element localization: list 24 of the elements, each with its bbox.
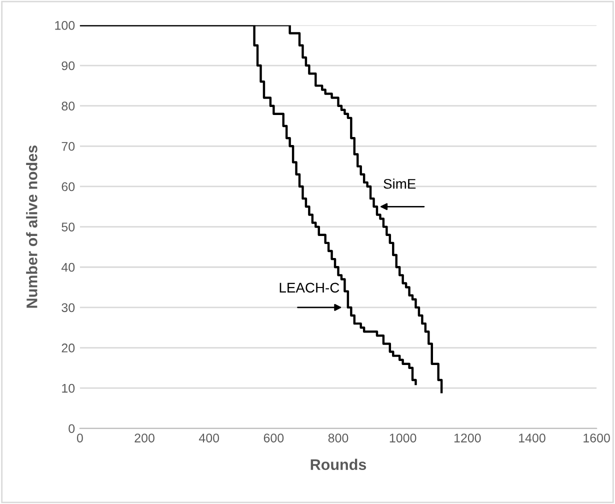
y-tick-label: 50 — [62, 222, 75, 232]
y-tick-label: 10 — [62, 384, 75, 393]
x-tick-label: 1400 — [519, 434, 546, 442]
y-tick-label: 30 — [62, 303, 75, 312]
x-tick-label: 600 — [264, 434, 284, 442]
y-tick-label: 0 — [68, 424, 75, 434]
y-axis-title: Number of alive nodes — [26, 145, 38, 308]
x-axis-title: Rounds — [310, 458, 366, 470]
y-tick-label: 80 — [62, 102, 75, 110]
x-tick-label: 400 — [198, 434, 220, 442]
y-tick-label: 20 — [62, 344, 75, 352]
x-tick-label: 800 — [328, 434, 348, 442]
x-tick-label: 200 — [134, 434, 154, 442]
x-tick-label: 1000 — [390, 434, 416, 442]
y-tick-label: 40 — [61, 262, 75, 272]
y-tick-label: 90 — [62, 61, 75, 70]
x-tick-label: 1600 — [584, 434, 610, 442]
x-tick-label: 0 — [76, 434, 83, 442]
annotation: LEACH-C — [280, 282, 340, 293]
y-tick-label: 70 — [62, 142, 75, 151]
x-tick-label: 1200 — [454, 434, 481, 442]
annotation: SimE — [384, 178, 416, 189]
y-tick-label: 60 — [62, 182, 75, 192]
y-tick-label: 100 — [55, 21, 75, 30]
